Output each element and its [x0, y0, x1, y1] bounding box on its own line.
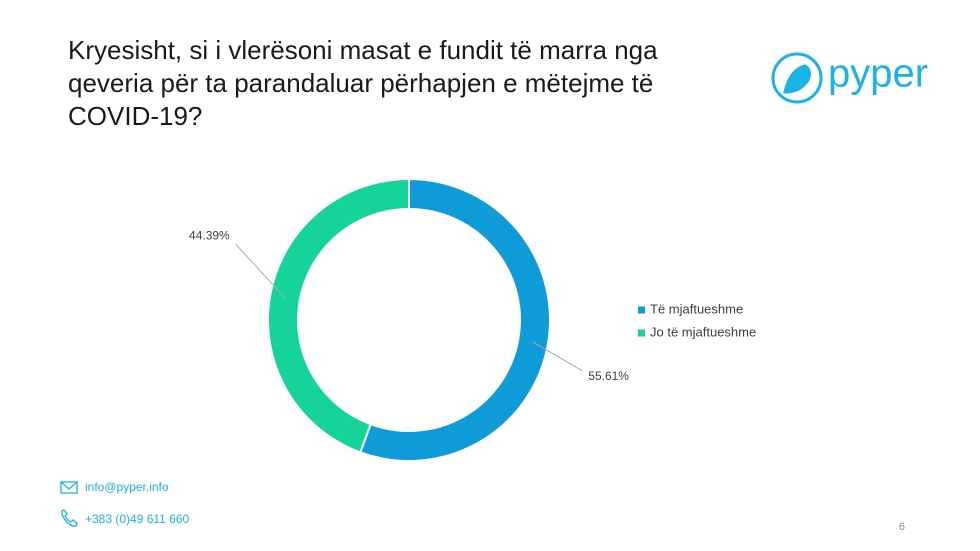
- donut-segment: [359, 177, 551, 462]
- phone-icon: [61, 509, 78, 527]
- legend-label: Jo të mjaftueshme: [650, 324, 756, 339]
- leader-line: [235, 243, 286, 299]
- legend-swatch: [638, 306, 645, 314]
- footer-phone: +383 (0)49 611 660: [85, 512, 190, 526]
- footer-email: info@pyper.info: [85, 480, 169, 494]
- logo-icon: [771, 52, 823, 104]
- logo-text: pyper: [828, 52, 928, 96]
- page-number: 6: [899, 521, 905, 533]
- email-icon: [60, 481, 78, 494]
- leader-line: [532, 341, 583, 372]
- legend-label: Të mjaftueshme: [650, 301, 743, 316]
- donut-segment: [267, 177, 410, 454]
- chart-title: Kryesisht, si i vlerësoni masat e fundit…: [68, 35, 658, 131]
- data-label: 44.39%: [189, 228, 230, 242]
- data-label: 55.61%: [588, 369, 629, 383]
- legend-swatch: [638, 329, 645, 337]
